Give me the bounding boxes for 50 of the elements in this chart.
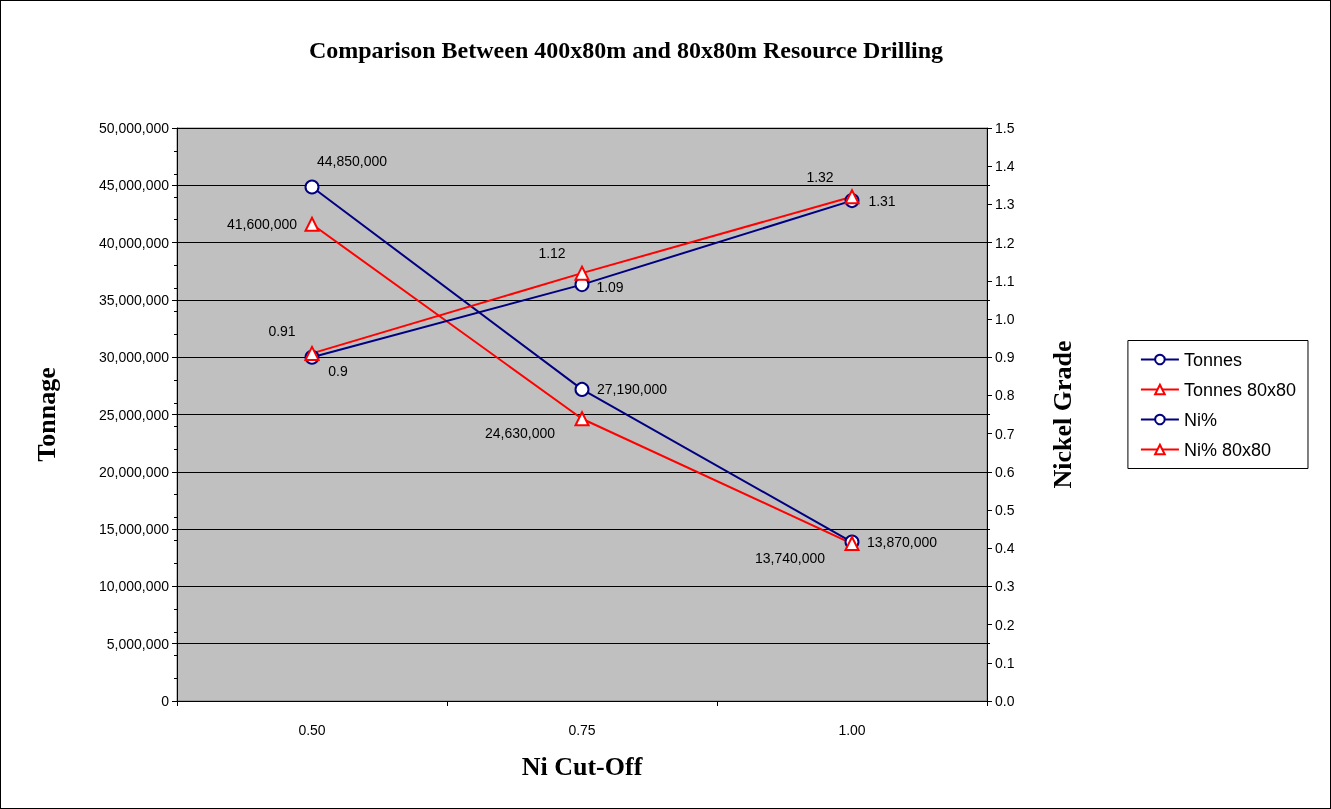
y2-tick-label: 1.2	[995, 234, 1015, 251]
y-tick-label: 40,000,000	[98, 234, 170, 251]
y-tick-label: 20,000,000	[98, 463, 170, 480]
legend-label: Ni%	[1183, 409, 1217, 430]
data-label: 44,850,000	[316, 153, 388, 170]
y2-tick-label: 0.0	[995, 693, 1015, 709]
y2-tick-label: 1.1	[995, 272, 1015, 289]
y-tick-label: 30,000,000	[98, 349, 170, 366]
y2-tick-label: 0.2	[995, 616, 1015, 633]
y2-tick-label: 0.7	[995, 425, 1015, 442]
y2-tick-label: 0.4	[995, 540, 1015, 557]
y-tick-label: 45,000,000	[98, 177, 170, 194]
data-label: 41,600,000	[226, 216, 298, 233]
data-label: 1.31	[868, 192, 896, 209]
y-axis-title: Tonnage	[31, 367, 61, 462]
x-tick-label: 0.50	[298, 722, 326, 738]
data-label: 13,870,000	[866, 534, 938, 551]
y2-tick-label: 1.3	[995, 196, 1015, 213]
y2-tick-label: 1.0	[995, 311, 1015, 327]
x-tick-label: 0.75	[568, 722, 596, 738]
y-tick-label: 5,000,000	[106, 635, 170, 652]
y2-tick-label: 0.8	[995, 387, 1015, 404]
data-label: 0.9	[328, 363, 348, 380]
y-tick-label: 25,000,000	[98, 406, 170, 423]
y2-tick-label: 1.5	[995, 120, 1015, 136]
data-label: 1.32	[806, 168, 834, 185]
data-label: 1.09	[596, 278, 624, 295]
y-tick-label: 15,000,000	[98, 521, 170, 538]
y2-tick-label: 0.3	[995, 578, 1015, 595]
y-tick-label: 10,000,000	[98, 578, 170, 595]
x-tick-label: 1.00	[838, 722, 866, 738]
chart-title: Comparison Between 400x80m and 80x80m Resource Drilling	[308, 37, 944, 63]
data-label: 24,630,000	[484, 424, 556, 441]
y2-tick-label: 0.5	[995, 502, 1015, 518]
legend-label: Tonnes 80x80	[1183, 379, 1297, 400]
data-label: 0.91	[268, 323, 296, 340]
x-axis-title: Ni Cut-Off	[521, 751, 643, 781]
legend-label: Tonnes	[1183, 349, 1242, 370]
data-label: 1.12	[538, 245, 566, 262]
data-label: 13,740,000	[754, 549, 826, 566]
y-tick-label: 35,000,000	[98, 291, 170, 308]
y-tick-label: 0	[161, 693, 170, 709]
y2-tick-label: 1.4	[995, 158, 1015, 175]
y2-tick-label: 0.9	[995, 349, 1015, 366]
y2-tick-label: 0.1	[995, 654, 1015, 671]
y2-axis-title: Nickel Grade	[1047, 340, 1077, 489]
y2-tick-label: 0.6	[995, 463, 1015, 480]
data-label: 27,190,000	[596, 381, 668, 398]
y-tick-label: 50,000,000	[98, 120, 170, 136]
legend-label: Ni% 80x80	[1183, 439, 1271, 460]
